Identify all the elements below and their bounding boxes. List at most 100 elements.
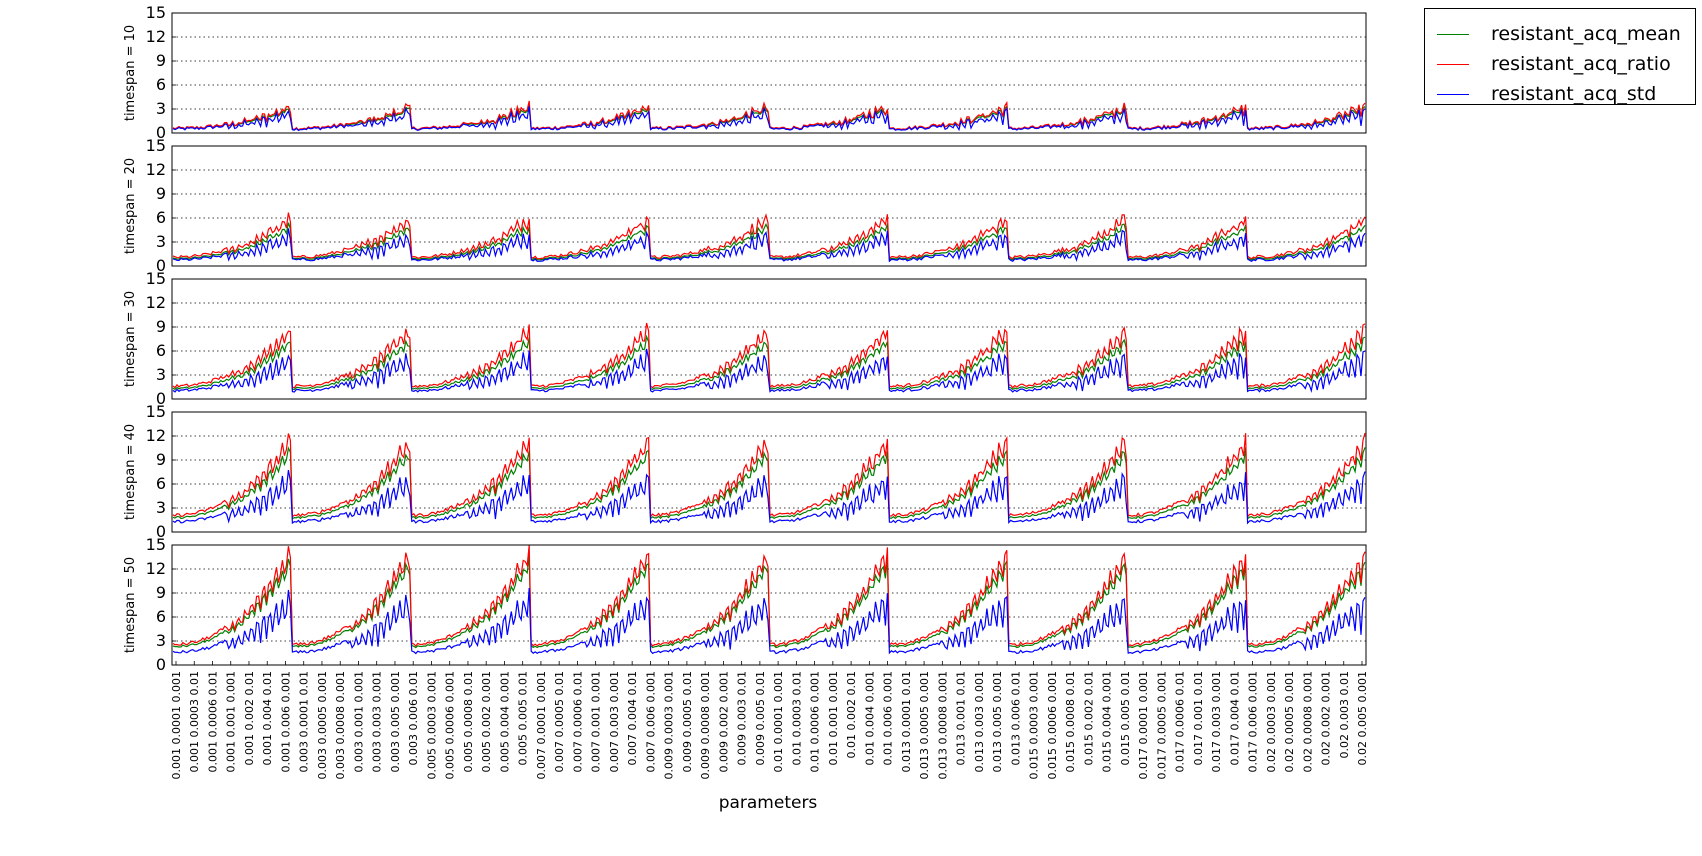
x-tick-label: 0.005 0.002 0.001: [480, 671, 493, 772]
x-tick-label: 0.01 0.0003 0.01: [790, 671, 803, 765]
x-tick-label: 0.02 0.002 0.001: [1320, 671, 1333, 765]
x-axis-label: parameters: [718, 793, 818, 813]
y-tick-label: 6: [156, 341, 166, 360]
y-tick-label: 6: [156, 208, 166, 227]
x-tick-label: 0.007 0.0001 0.001: [535, 671, 548, 779]
series-line-std: [172, 587, 1366, 655]
panel-5: 0 3 6 9 12 15 timespan = 50: [123, 535, 1367, 674]
y-tick-label: 12: [146, 293, 166, 312]
y-tick-label: 6: [156, 607, 166, 626]
y-tick-label: 0: [156, 522, 166, 541]
y-tick-label: 9: [156, 184, 166, 203]
x-tick-label: 0.003 0.001 0.001: [352, 671, 365, 772]
x-tick-label: 0.01 0.0006 0.001: [809, 671, 822, 772]
legend-label-ratio: resistant_acq_ratio: [1491, 53, 1671, 75]
y-tick-label: 15: [146, 3, 166, 22]
panel-4: 0 3 6 9 12 15 timespan = 40: [123, 402, 1367, 541]
x-tick-label: 0.009 0.0005 0.01: [681, 671, 694, 772]
x-tick-label: 0.007 0.004 0.01: [626, 671, 639, 765]
x-tick-label: 0.001 0.0006 0.01: [206, 671, 219, 772]
y-tick-label: 3: [156, 99, 166, 118]
y-axis-label: timespan = 20: [123, 158, 138, 254]
x-tick-label: 0.001 0.0001 0.001: [170, 671, 183, 779]
x-tick-label: 0.017 0.0005 0.001: [1155, 671, 1168, 779]
series-line-ratio: [172, 212, 1366, 260]
x-tick-label: 0.007 0.006 0.001: [644, 671, 657, 772]
x-tick-label: 0.013 0.003 0.001: [973, 671, 986, 772]
panel-2: 0 3 6 9 12 15 timespan = 20: [123, 136, 1367, 275]
x-tick-label: 0.003 0.005 0.001: [389, 671, 402, 772]
x-tick-label: 0.003 0.0005 0.001: [316, 671, 329, 779]
legend-item-mean: resistant_acq_mean: [1437, 22, 1681, 46]
series-line-ratio: [172, 544, 1366, 647]
y-axis-label: timespan = 50: [123, 557, 138, 653]
x-tick-label: 0.001 0.001 0.001: [225, 671, 238, 772]
x-tick-label: 0.013 0.0001 0.01: [900, 671, 913, 772]
y-tick-label: 15: [146, 535, 166, 554]
y-tick-label: 3: [156, 498, 166, 517]
legend-swatch-mean: [1437, 33, 1469, 35]
plot-frame: [171, 12, 1367, 134]
x-tick-label: 0.015 0.0006 0.001: [1046, 671, 1059, 779]
y-tick-label: 12: [146, 426, 166, 445]
x-tick-label: 0.001 0.002 0.01: [243, 671, 256, 765]
legend-item-ratio: resistant_acq_ratio: [1437, 52, 1671, 76]
x-tick-label: 0.001 0.0003 0.01: [188, 671, 201, 772]
x-tick-label: 0.017 0.0001 0.001: [1137, 671, 1150, 779]
x-tick-label: 0.009 0.005 0.01: [754, 671, 767, 765]
y-axis-label: timespan = 10: [123, 25, 138, 121]
x-tick-label: 0.009 0.0008 0.001: [699, 671, 712, 779]
plot-frame: [171, 544, 1367, 666]
y-tick-label: 6: [156, 75, 166, 94]
x-tick-label: 0.001 0.006 0.001: [279, 671, 292, 772]
x-tick-label: 0.003 0.0001 0.01: [298, 671, 311, 772]
x-tick-label: 0.01 0.006 0.001: [882, 671, 895, 765]
x-tick-label: 0.003 0.0008 0.001: [334, 671, 347, 779]
panel-1: 0 3 6 9 12 15 timespan = 10: [123, 3, 1367, 142]
x-tick-label: 0.009 0.002 0.001: [717, 671, 730, 772]
y-tick-label: 15: [146, 269, 166, 288]
x-tick-label: 0.003 0.006 0.01: [407, 671, 420, 765]
x-tick-label: 0.013 0.001 0.01: [955, 671, 968, 765]
x-tick-label: 0.015 0.002 0.01: [1082, 671, 1095, 765]
panel-3: 0 3 6 9 12 15 timespan = 30: [123, 269, 1367, 408]
x-tick-label: 0.017 0.001 0.01: [1192, 671, 1205, 765]
y-tick-label: 0: [156, 123, 166, 142]
legend-item-std: resistant_acq_std: [1437, 82, 1656, 106]
series-line-ratio: [172, 432, 1366, 519]
chart-panels: 0 3 6 9 12 15 timespan = 10 0 3 6 9 12 15 timespan = …: [123, 3, 1367, 674]
x-tick-label: 0.02 0.003 0.01: [1338, 671, 1351, 758]
y-tick-label: 0: [156, 655, 166, 674]
legend: resistant_acq_mean resistant_acq_ratio r…: [1424, 8, 1696, 105]
x-tick-label: 0.007 0.0006 0.01: [571, 671, 584, 772]
x-tick-label: 0.017 0.006 0.001: [1247, 671, 1260, 772]
x-tick-label: 0.005 0.0003 0.001: [425, 671, 438, 779]
x-tick-label: 0.017 0.0006 0.01: [1174, 671, 1187, 772]
x-tick-label: 0.02 0.0003 0.001: [1265, 671, 1278, 772]
y-tick-label: 9: [156, 583, 166, 602]
y-tick-label: 12: [146, 27, 166, 46]
x-tick-label: 0.017 0.004 0.01: [1228, 671, 1241, 765]
x-tick-label: 0.003 0.003 0.001: [371, 671, 384, 772]
plot-frame: [171, 145, 1367, 267]
y-tick-label: 15: [146, 402, 166, 421]
x-tick-label: 0.02 0.0005 0.001: [1283, 671, 1296, 772]
series-line-std: [172, 228, 1366, 263]
series-line-std: [172, 469, 1366, 525]
x-tick-label: 0.005 0.004 0.001: [498, 671, 511, 772]
x-tick-label: 0.01 0.004 0.001: [863, 671, 876, 765]
y-tick-label: 0: [156, 389, 166, 408]
plot-frame: [171, 278, 1367, 400]
x-tick-label: 0.013 0.006 0.01: [1009, 671, 1022, 765]
x-tick-label: 0.009 0.0003 0.001: [663, 671, 676, 779]
x-tick-label: 0.013 0.0008 0.001: [936, 671, 949, 779]
x-tick-label: 0.01 0.0001 0.001: [772, 671, 785, 772]
x-tick-label: 0.009 0.003 0.01: [736, 671, 749, 765]
x-tick-label: 0.007 0.003 0.001: [608, 671, 621, 772]
plot-frame: [171, 411, 1367, 533]
x-tick-label: 0.013 0.0005 0.001: [918, 671, 931, 779]
x-tick-label: 0.005 0.0008 0.01: [462, 671, 475, 772]
x-tick-label: 0.005 0.0006 0.001: [444, 671, 457, 779]
y-tick-label: 9: [156, 450, 166, 469]
